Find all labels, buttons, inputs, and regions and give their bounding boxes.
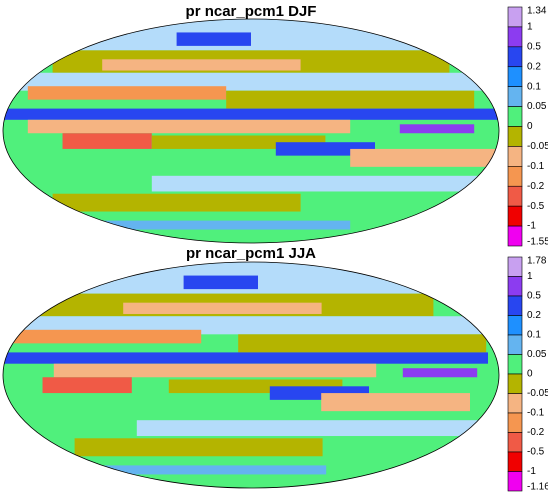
colorbar-box bbox=[507, 106, 523, 127]
colorbar-label: 0.5 bbox=[527, 291, 541, 302]
colorbar-label: 1.34 bbox=[527, 6, 547, 17]
map-cell-region bbox=[62, 133, 152, 149]
map-cell-region bbox=[402, 368, 478, 378]
map-cell-region bbox=[123, 302, 322, 314]
colorbar-label: -0.1 bbox=[527, 408, 545, 419]
colorbar-label: 0 bbox=[527, 369, 533, 380]
map-cell-region bbox=[399, 124, 475, 134]
colorbar-box bbox=[507, 185, 523, 207]
colorbar-label: 0.05 bbox=[527, 349, 547, 360]
colorbar-label: 1 bbox=[527, 22, 533, 33]
colorbar-box bbox=[507, 334, 523, 355]
colorbar-label: -0.1 bbox=[527, 161, 545, 172]
colorbar-label: -1 bbox=[527, 466, 536, 477]
colorbar-label: -0.5 bbox=[527, 447, 545, 458]
colorbar-label: -0.5 bbox=[527, 201, 545, 212]
colorbar-box bbox=[507, 393, 523, 414]
map-cell-region bbox=[183, 275, 258, 290]
map-cell-region bbox=[42, 377, 132, 394]
colorbar-box bbox=[507, 471, 523, 492]
map-title: pr ncar_pcm1 JJA bbox=[186, 245, 316, 262]
colorbar-label: 0 bbox=[527, 121, 533, 132]
map-cell-region bbox=[3, 329, 202, 344]
map-cell-region bbox=[3, 108, 499, 120]
colorbar-box bbox=[507, 432, 523, 453]
colorbar-box bbox=[507, 126, 523, 147]
map-cell-region bbox=[27, 86, 227, 100]
colorbar-label: -1 bbox=[527, 221, 536, 232]
colorbar-box bbox=[507, 354, 523, 375]
colorbar-label: 0.1 bbox=[527, 330, 541, 341]
colorbar-label: 1 bbox=[527, 271, 533, 282]
map-cell-region bbox=[74, 438, 323, 457]
map-cell-region bbox=[102, 59, 301, 71]
colorbar-box bbox=[507, 315, 523, 336]
map-outline bbox=[2, 18, 500, 244]
colorbar-box bbox=[507, 225, 523, 247]
colorbar-label: 0.05 bbox=[527, 101, 547, 112]
map-cell-region bbox=[3, 352, 488, 364]
colorbar-box bbox=[507, 6, 523, 28]
map-field bbox=[3, 19, 499, 243]
colorbar-label: 0.2 bbox=[527, 310, 541, 321]
colorbar-label: -1.16 bbox=[527, 482, 548, 493]
colorbar-label: 1.78 bbox=[527, 256, 547, 267]
colorbar-box bbox=[507, 86, 523, 107]
colorbar-box bbox=[507, 276, 523, 297]
colorbar-box bbox=[507, 166, 523, 187]
colorbar-box bbox=[507, 373, 523, 394]
map-cell-region bbox=[53, 363, 377, 378]
colorbar-box bbox=[507, 146, 523, 167]
map-cell-region bbox=[176, 32, 251, 46]
map-cell-region bbox=[321, 393, 470, 412]
colorbar-label: 0.5 bbox=[527, 41, 541, 52]
colorbar-label: 0.2 bbox=[527, 61, 541, 72]
map-cell-region bbox=[136, 420, 485, 437]
map-cell-region bbox=[238, 334, 487, 353]
colorbar-label: -0.05 bbox=[527, 388, 548, 399]
colorbar-box bbox=[507, 451, 523, 472]
colorbar-box bbox=[507, 256, 523, 277]
map-field bbox=[3, 262, 499, 488]
colorbar-box bbox=[507, 66, 523, 87]
map-cell-region bbox=[226, 90, 475, 109]
map-cell-region bbox=[350, 148, 499, 167]
map-outline bbox=[2, 261, 500, 489]
map-cell-region bbox=[151, 175, 499, 192]
colorbar-label: -0.2 bbox=[527, 427, 545, 438]
colorbar-box bbox=[507, 295, 523, 316]
map-cell-region bbox=[102, 220, 351, 230]
colorbar-label: -1.55 bbox=[527, 237, 548, 248]
map-cell-region bbox=[78, 465, 327, 475]
colorbar-label: -0.05 bbox=[527, 141, 548, 152]
colorbar-box bbox=[507, 26, 523, 48]
map-cell-region bbox=[52, 193, 301, 212]
colorbar-box bbox=[507, 412, 523, 433]
colorbar-label: -0.2 bbox=[527, 181, 545, 192]
colorbar-box bbox=[507, 46, 523, 68]
map-cell-region bbox=[27, 119, 351, 134]
map-title: pr ncar_pcm1 DJF bbox=[186, 3, 317, 20]
colorbar-box bbox=[507, 205, 523, 227]
colorbar-label: 0.1 bbox=[527, 81, 541, 92]
